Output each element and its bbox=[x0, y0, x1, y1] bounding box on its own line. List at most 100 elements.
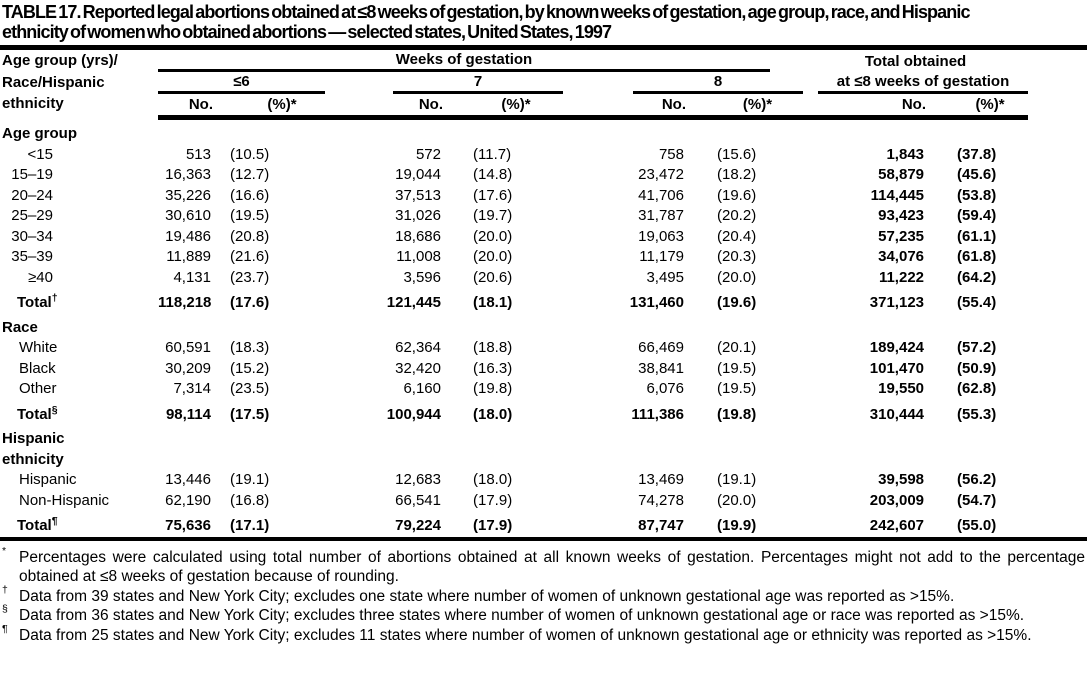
row-label: Other bbox=[19, 380, 57, 397]
count-cell: 100,944 bbox=[386, 405, 441, 423]
count-cell: 3,596 bbox=[403, 268, 441, 286]
count-cell: 98,114 bbox=[165, 405, 211, 423]
percent-cell: (64.2) bbox=[957, 268, 997, 286]
count-cell: 189,424 bbox=[869, 339, 925, 356]
pct-header-7: (%)* bbox=[445, 94, 563, 120]
header-row-groups: Age group (yrs)/ Race/Hispanic ethnicity… bbox=[0, 50, 1087, 112]
footnote-text: Data from 36 states and New York City; e… bbox=[19, 607, 1025, 624]
row-label: 20–24 bbox=[11, 186, 53, 204]
count-cell: 1,843 bbox=[886, 145, 925, 163]
gestation-table: Age group (yrs)/ Race/Hispanic ethnicity… bbox=[0, 50, 1087, 541]
count-cell: 4,131 bbox=[173, 268, 211, 286]
count-cell: 572 bbox=[415, 145, 441, 163]
row-label: Age group bbox=[2, 125, 77, 142]
row-label: Non-Hispanic bbox=[19, 491, 110, 509]
row-label: Race bbox=[2, 318, 38, 336]
table-row: 15–19 16,363 (12.7) 19,044 (14.8) 23,472 (18.2… bbox=[0, 165, 1087, 186]
count-cell: 118,218 bbox=[158, 294, 212, 311]
percent-cell: (20.0) bbox=[473, 248, 513, 265]
percent-cell: (56.2) bbox=[957, 471, 997, 488]
filler-cell bbox=[1028, 400, 1087, 426]
table-title-line2: ethnicity of women who obtained abortion… bbox=[2, 21, 612, 42]
count-cell: 203,009 bbox=[869, 491, 925, 509]
row-label: Total† bbox=[17, 292, 58, 311]
count-cell: 11,008 bbox=[396, 248, 441, 265]
percent-cell: (53.8) bbox=[957, 186, 997, 204]
percent-cell: (19.5) bbox=[717, 359, 757, 377]
count-cell: 60,591 bbox=[165, 339, 211, 356]
count-cell: 66,469 bbox=[638, 339, 684, 356]
count-cell: 79,224 bbox=[395, 517, 441, 534]
table-body: Age group <15 513 (10.5) 572 (11.7) 758 (15.6) 1… bbox=[0, 118, 1087, 539]
count-cell: 87,747 bbox=[638, 517, 684, 534]
no-header-7: No. bbox=[325, 94, 445, 120]
count-cell: 11,222 bbox=[878, 268, 925, 286]
total-obtained-header-line1: Total obtained bbox=[864, 53, 967, 70]
filler-cell bbox=[1028, 359, 1087, 380]
percent-cell: (57.2) bbox=[957, 339, 997, 356]
count-cell: 38,841 bbox=[638, 359, 684, 377]
section-header-row: Hispanic ethnicity bbox=[0, 425, 1087, 470]
percent-cell: (62.8) bbox=[957, 380, 997, 397]
percent-cell: (14.8) bbox=[473, 166, 513, 183]
count-cell: 6,076 bbox=[646, 380, 684, 397]
filler-cell bbox=[1028, 288, 1087, 314]
table-row: 30–34 19,486 (20.8) 18,686 (20.0) 19,063 (20.4… bbox=[0, 227, 1087, 248]
percent-cell: (19.7) bbox=[473, 207, 513, 224]
count-cell: 131,460 bbox=[629, 294, 684, 311]
percent-cell: (20.6) bbox=[473, 268, 513, 286]
table-row: 20–24 35,226 (16.6) 37,513 (17.6) 41,706 (19.6… bbox=[0, 186, 1087, 207]
section-header-row: Race bbox=[0, 314, 1087, 339]
row-label-header: Age group (yrs)/ Race/Hispanic ethnicity bbox=[2, 52, 118, 112]
percent-cell: (16.3) bbox=[473, 359, 513, 377]
percent-cell: (19.8) bbox=[717, 405, 757, 423]
header-row-measures: No. (%)* No. (%)* No. (%)* No. (%)* bbox=[0, 94, 1087, 120]
footnote-text: Data from 25 states and New York City; e… bbox=[19, 626, 1032, 644]
pct-header-le6: (%)* bbox=[215, 94, 325, 120]
percent-cell: (20.3) bbox=[717, 248, 757, 265]
count-cell: 31,787 bbox=[638, 207, 684, 224]
percent-cell: (20.0) bbox=[717, 491, 757, 509]
count-cell: 101,470 bbox=[869, 359, 925, 377]
footnote-pilcrow: ¶ Data from 25 states and New York City; … bbox=[2, 622, 1032, 644]
footnote-text: Data from 39 states and New York City; e… bbox=[19, 587, 955, 605]
percent-cell: (19.1) bbox=[717, 471, 757, 488]
title-rule bbox=[0, 45, 1087, 50]
no-header-total: No. bbox=[803, 94, 929, 120]
pct-header-total: (%)* bbox=[928, 94, 1029, 120]
row-label: Total¶ bbox=[17, 515, 58, 534]
no-header-le6: No. bbox=[158, 94, 215, 120]
table-row: Total¶ 75,636 (17.1) 79,224 (17.9) 87,747 (19.… bbox=[0, 511, 1087, 539]
section-header-row: Age group bbox=[0, 118, 1087, 145]
count-cell: 13,469 bbox=[638, 471, 684, 488]
count-cell: 242,607 bbox=[869, 517, 925, 534]
percent-cell: (19.1) bbox=[230, 471, 270, 488]
filler-cell bbox=[1028, 186, 1087, 207]
percent-cell: (18.1) bbox=[473, 294, 513, 311]
count-cell: 7,314 bbox=[173, 380, 211, 397]
percent-cell: (59.4) bbox=[957, 207, 997, 224]
count-cell: 513 bbox=[185, 145, 211, 163]
percent-cell: (21.6) bbox=[230, 248, 270, 265]
count-cell: 93,423 bbox=[878, 207, 925, 224]
row-label: Hispanic ethnicity bbox=[2, 430, 65, 468]
percent-cell: (20.1) bbox=[717, 339, 757, 356]
weeks-of-gestation-header: Weeks of gestation bbox=[158, 50, 803, 72]
subgroup-8-header: 8 bbox=[563, 72, 804, 94]
percent-cell: (37.8) bbox=[957, 145, 997, 163]
count-cell: 58,879 bbox=[878, 166, 925, 183]
percent-cell: (17.9) bbox=[473, 491, 513, 509]
count-cell: 3,495 bbox=[646, 268, 684, 286]
percent-cell: (18.8) bbox=[473, 339, 513, 356]
table-title-line1: TABLE 17. Reported legal abortions obtai… bbox=[2, 2, 970, 22]
footnote-asterisk: * Percentages were calculated using total… bbox=[2, 544, 1085, 585]
filler-cell bbox=[1028, 470, 1087, 491]
filler-cell bbox=[1028, 491, 1087, 512]
count-cell: 11,179 bbox=[639, 248, 684, 265]
percent-cell: (19.6) bbox=[717, 294, 757, 311]
count-cell: 57,235 bbox=[878, 227, 925, 245]
count-cell: 114,445 bbox=[870, 186, 925, 204]
percent-cell: (17.6) bbox=[473, 186, 513, 204]
percent-cell: (20.4) bbox=[717, 227, 757, 245]
filler-cell bbox=[1028, 227, 1087, 248]
